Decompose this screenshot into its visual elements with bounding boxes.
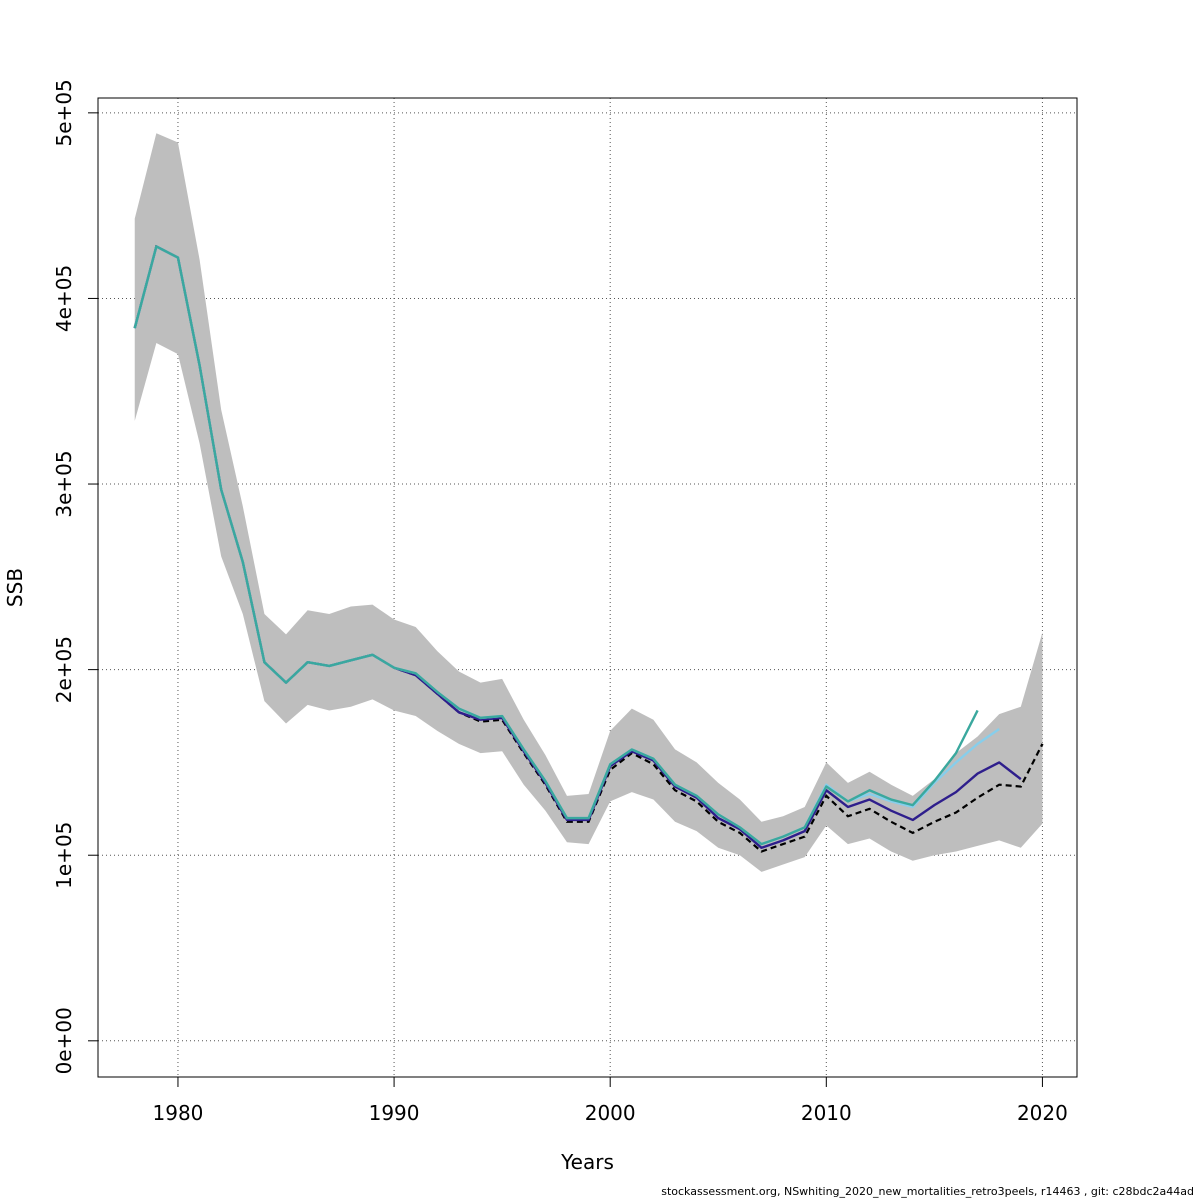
x-tick-label-2: 2000 (585, 1101, 636, 1125)
series-layer (133, 244, 1044, 854)
series-line-0 (133, 244, 1044, 853)
series-line-1 (133, 245, 1022, 849)
y-axis: 0e+00 1e+05 2e+05 3e+05 4e+05 5e+05 (52, 79, 99, 1074)
y-tick-label-2: 2e+05 (52, 636, 76, 703)
footer-credit: stockassessment.org, NSwhiting_2020_new_… (661, 1185, 1194, 1198)
x-axis: 1980 1990 2000 2010 2020 (153, 1076, 1068, 1125)
x-tick-label-0: 1980 (153, 1101, 204, 1125)
y-tick-label-0: 0e+00 (52, 1007, 76, 1074)
series-line-0-halo (133, 244, 1044, 854)
series-line-2 (133, 245, 1000, 846)
x-tick-label-1: 1990 (369, 1101, 420, 1125)
y-tick-label-4: 4e+05 (52, 265, 76, 332)
x-axis-label: Years (560, 1150, 614, 1174)
y-tick-label-1: 1e+05 (52, 822, 76, 889)
y-tick-label-5: 5e+05 (52, 79, 76, 146)
x-tick-label-3: 2010 (801, 1101, 852, 1125)
x-tick-label-4: 2020 (1017, 1101, 1068, 1125)
y-tick-label-3: 3e+05 (52, 450, 76, 517)
confidence-band (134, 133, 1043, 872)
series-line-3 (133, 245, 979, 846)
y-axis-label: SSB (3, 568, 27, 607)
confidence-band-layer (134, 133, 1043, 872)
